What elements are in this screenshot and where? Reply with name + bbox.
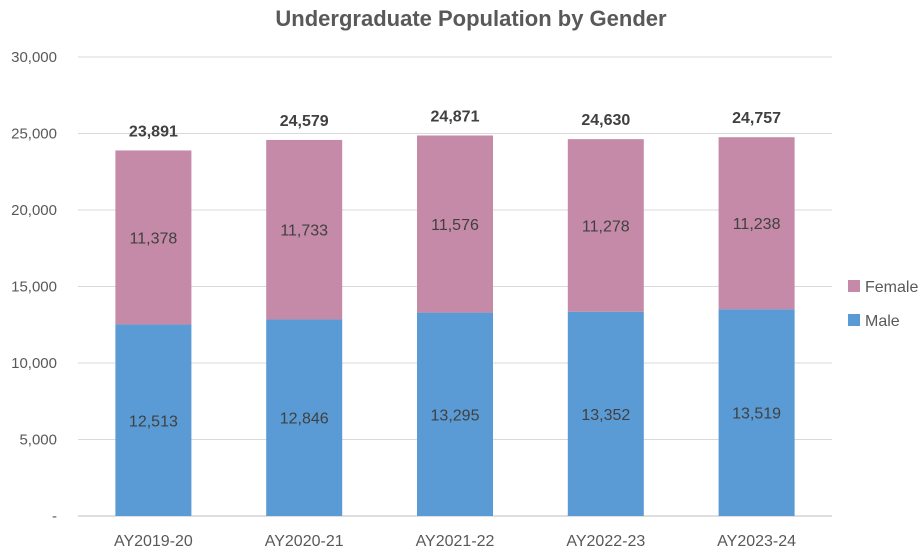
total-label: 24,579: [280, 113, 329, 130]
total-label: 24,871: [431, 108, 480, 125]
legend-label-male: Male: [865, 313, 900, 330]
total-label: 24,630: [581, 112, 630, 129]
data-label-female: 11,576: [431, 217, 479, 234]
y-tick-label: 30,000: [11, 49, 57, 66]
y-tick-label: 5,000: [19, 432, 57, 449]
legend-label-female: Female: [865, 279, 918, 296]
data-label-male: 13,519: [732, 406, 781, 423]
y-tick-label: 25,000: [11, 126, 57, 143]
data-label-female: 11,378: [130, 231, 178, 248]
total-label: 23,891: [129, 123, 178, 140]
bar-male: [417, 312, 493, 516]
x-tick-label: AY2021-22: [416, 533, 495, 550]
bar-female: [115, 150, 192, 325]
bar-male: [718, 309, 795, 516]
data-label-male: 12,846: [280, 411, 329, 428]
y-axis: - 5,000 10,000 15,000 20,000 25,000 30,000: [11, 49, 57, 525]
y-tick-label: -: [52, 508, 57, 525]
x-tick-label: AY2019-20: [114, 533, 193, 550]
y-tick-label: 10,000: [11, 355, 57, 372]
data-label-male: 12,513: [129, 413, 178, 430]
chart-title: Undergraduate Population by Gender: [275, 6, 667, 31]
x-tick-label: AY2023-24: [717, 533, 796, 550]
legend-swatch-female: [848, 280, 860, 292]
legend: Female Male: [848, 279, 918, 330]
x-axis: AY2019-20 AY2020-21 AY2021-22 AY2022-23 AY20…: [114, 533, 796, 550]
bar-male: [567, 311, 644, 516]
data-label-female: 11,733: [280, 223, 328, 240]
x-tick-label: AY2022-23: [566, 533, 645, 550]
x-tick-label: AY2020-21: [265, 533, 344, 550]
total-label: 24,757: [732, 110, 781, 127]
data-label-male: 13,352: [581, 407, 630, 424]
bar-female: [718, 137, 795, 310]
y-tick-label: 15,000: [11, 279, 57, 296]
data-label-female: 11,278: [582, 218, 630, 235]
legend-swatch-male: [848, 314, 860, 326]
bar-male: [266, 319, 343, 516]
y-tick-label: 20,000: [11, 202, 57, 219]
bar-female: [266, 139, 343, 320]
data-label-female: 11,238: [733, 216, 781, 233]
bar-male: [115, 324, 192, 516]
data-label-male: 13,295: [431, 407, 480, 424]
bars: 12,513 11,378 23,891 12,846 11,733 24,579 13,2…: [115, 108, 795, 516]
bar-female: [417, 135, 493, 313]
bar-female: [567, 139, 644, 312]
